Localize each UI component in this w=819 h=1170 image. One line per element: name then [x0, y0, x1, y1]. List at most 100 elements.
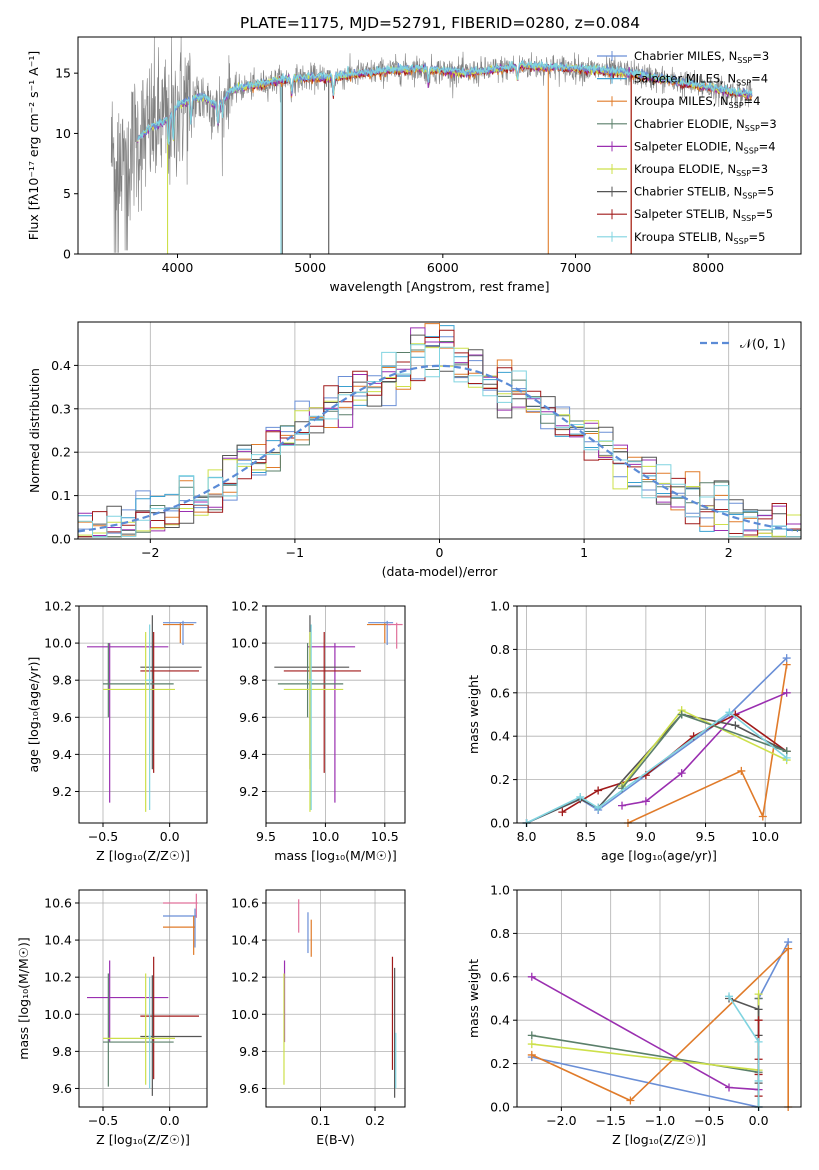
weight-marker: [677, 710, 686, 719]
y-tick-label: 0.0: [490, 1100, 510, 1115]
weight-marker: [527, 1050, 536, 1059]
legend-item: Kroupa STELIB, NSSP=5: [597, 230, 765, 246]
errorbar-point: [148, 977, 151, 1089]
x-tick-label: −0.5: [694, 1113, 724, 1128]
y-tick-label: 10.4: [231, 933, 259, 948]
axes-border: [77, 36, 802, 255]
x-tick-label: 0.1: [311, 1113, 331, 1128]
y-tick-label: 0: [63, 247, 71, 262]
axes-frame: −2.0 −1.5 −1.0 −0.5 0.0 0.0 0.2 0.4 0.6 0.8 1.0 Z […: [466, 883, 802, 1147]
plot-area: [78, 323, 801, 539]
x-tick-label: −1: [286, 545, 304, 560]
weight-marker: [527, 1040, 536, 1049]
y-tick-label: 0.1: [51, 488, 71, 503]
chart-ebv_mass: 0.1 0.2 9.6 9.8 10.0 10.2 10.4 10.6 E(B-V): [231, 889, 406, 1147]
weight-series: [618, 710, 791, 793]
legend-label: Kroupa ELODIE, NSSP=3: [634, 162, 768, 178]
legend-label: Kroupa STELIB, NSSP=5: [634, 230, 765, 246]
weight-marker: [784, 944, 793, 953]
plot-area: [274, 615, 403, 812]
chart-z_mass: −0.5 0.0 9.6 9.8 10.0 10.2 10.4 10.6 Z [log₁₀(Z/…: [16, 889, 208, 1147]
histogram-series: [78, 344, 801, 539]
x-axis-label: (data-model)/error: [382, 564, 499, 579]
weight-line: [728, 995, 760, 1107]
chart-mass_age: 9.5 10.0 10.5 9.2 9.4 9.6 9.8 10.0 10.2 mass [log…: [231, 599, 406, 863]
chart-weight_age: 8.0 8.5 9.0 9.5 10.0 0.0 0.2 0.4 0.6 0.8 1.0 age [l…: [466, 599, 802, 863]
weight-line: [531, 994, 760, 1071]
y-tick-label: 10.2: [44, 599, 72, 614]
weight-marker: [527, 972, 536, 981]
y-tick-label: 9.8: [52, 673, 72, 688]
errorbar-point: [87, 643, 169, 803]
x-tick-label: 1: [580, 545, 588, 560]
errorbar-point: [103, 631, 175, 812]
spectrum-model-line: [137, 60, 753, 146]
errorbar-point: [145, 624, 153, 811]
axes-frame: −2 −1 0 1 2 0.0 0.1 0.2 0.3 0.4 (data-model)/error…: [27, 321, 802, 579]
y-tick-label: 0.0: [490, 816, 510, 831]
y-tick-label: 0.8: [490, 926, 510, 941]
histogram-legend: 𝒩(0, 1): [700, 336, 786, 351]
y-tick-label: 0.4: [51, 358, 71, 373]
figure-title: PLATE=1175, MJD=52791, FIBERID=0280, z=0…: [240, 14, 640, 32]
legend-label: Salpeter ELODIE, NSSP=4: [634, 139, 776, 155]
legend-label: Salpeter MILES, NSSP=4: [634, 72, 768, 88]
legend-label: 𝒩(0, 1): [740, 336, 786, 351]
weight-line: [531, 976, 760, 1091]
y-tick-label: 5: [63, 186, 71, 201]
y-tick-label: 9.6: [239, 710, 259, 725]
errorbar-point: [163, 915, 195, 955]
weight-marker: [725, 1083, 734, 1092]
y-tick-label: 10.2: [44, 970, 72, 985]
x-tick-label: 10.5: [371, 829, 399, 844]
weight-marker: [594, 786, 603, 795]
x-tick-label: 8.5: [576, 829, 596, 844]
y-tick-label: 9.6: [52, 710, 72, 725]
errorbar-point: [308, 624, 314, 811]
legend-label: Chabrier STELIB, NSSP=5: [634, 185, 774, 201]
plot-area: [283, 899, 397, 1098]
legend-item: Kroupa ELODIE, NSSP=3: [597, 162, 768, 178]
y-tick-label: 0.2: [490, 1056, 510, 1071]
y-tick-label: 10: [55, 126, 71, 141]
x-tick-label: 0.0: [749, 1113, 769, 1128]
weight-line: [531, 946, 789, 1107]
axes-border: [265, 889, 406, 1108]
errorbar-point: [283, 631, 362, 773]
x-tick-label: −0.5: [88, 829, 118, 844]
plot-area: [522, 654, 791, 827]
y-tick-label: 9.6: [239, 1081, 259, 1096]
y-tick-label: 9.2: [239, 784, 259, 799]
errorbar-point: [163, 893, 198, 918]
y-tick-label: 10.0: [44, 1007, 72, 1022]
errorbar-point: [87, 960, 169, 1043]
weight-marker: [725, 992, 734, 1001]
y-tick-label: 9.4: [239, 747, 259, 762]
legend-item: Salpeter ELODIE, NSSP=4: [597, 139, 776, 155]
weight-line: [728, 997, 760, 1107]
x-tick-label: 5000: [294, 260, 326, 275]
y-tick-label: 10.0: [44, 636, 72, 651]
weight-marker: [731, 721, 740, 730]
chart-residuals: −2 −1 0 1 2 0.0 0.1 0.2 0.3 0.4 (data-model)/error…: [27, 321, 802, 579]
errorbar-point: [387, 622, 403, 649]
weight-marker: [725, 708, 734, 717]
y-tick-label: 10.0: [231, 1007, 259, 1022]
x-tick-label: 8.0: [517, 829, 537, 844]
x-tick-label: 2: [725, 545, 733, 560]
x-tick-label: 9.5: [256, 829, 276, 844]
errorbar-point: [103, 643, 174, 718]
weight-marker: [576, 792, 585, 801]
x-tick-label: −2: [141, 545, 159, 560]
y-tick-label: 0.3: [51, 401, 71, 416]
weight-marker: [754, 1037, 763, 1046]
x-tick-label: 0.0: [160, 1113, 180, 1128]
x-tick-label: 8000: [692, 260, 724, 275]
y-tick-label: 9.2: [52, 784, 72, 799]
y-axis-label: mass [log₁₀(M/M☉)]: [16, 937, 31, 1059]
axes-border: [516, 605, 802, 824]
weight-marker: [782, 654, 791, 663]
errorbar-point: [307, 643, 356, 803]
y-tick-label: 9.6: [52, 1081, 72, 1096]
y-tick-label: 0.8: [490, 642, 510, 657]
